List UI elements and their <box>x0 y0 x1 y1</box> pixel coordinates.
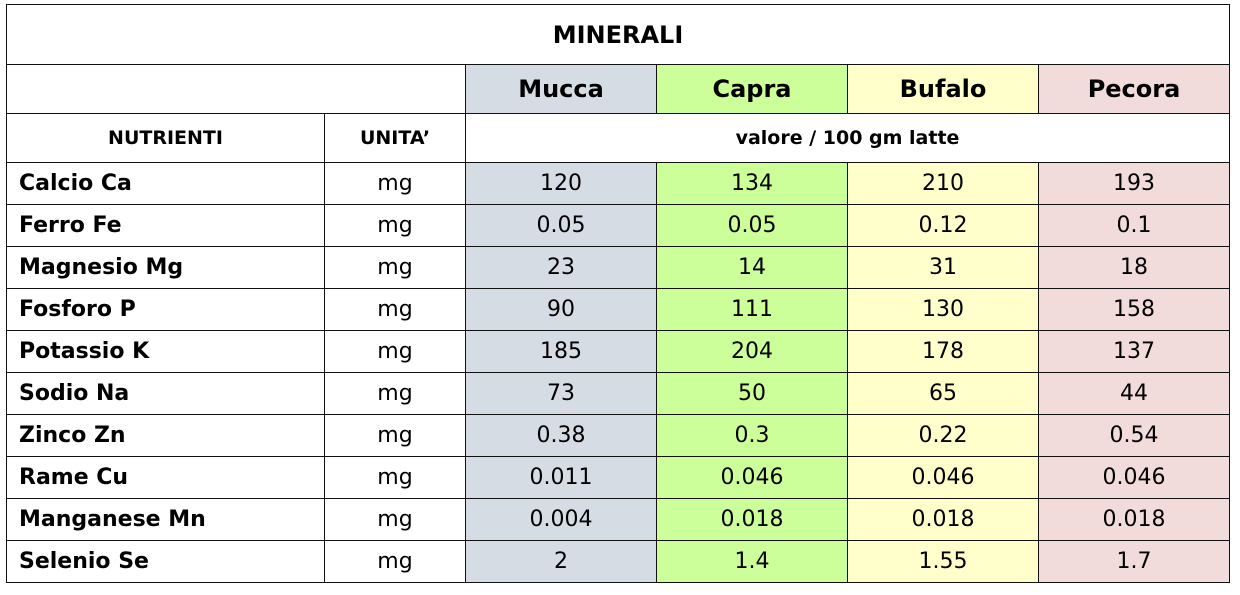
value-cell-capra: 50 <box>656 372 848 415</box>
value-cell-bufalo: 0.018 <box>847 498 1039 541</box>
value-cell-bufalo: 65 <box>847 372 1039 415</box>
table-row: Zinco Zn mg 0.38 0.3 0.22 0.54 <box>6 414 1230 457</box>
nutrient-name: Calcio Ca <box>6 162 325 205</box>
nutrient-name: Zinco Zn <box>6 414 325 457</box>
table-row: Rame Cu mg 0.011 0.046 0.046 0.046 <box>6 456 1230 499</box>
unit-cell: mg <box>324 498 466 541</box>
table-row: Ferro Fe mg 0.05 0.05 0.12 0.1 <box>6 204 1230 247</box>
unit-cell: mg <box>324 330 466 373</box>
value-cell-pecora: 0.1 <box>1038 204 1230 247</box>
header-bufalo: Bufalo <box>847 64 1039 114</box>
empty-header-cell <box>6 64 466 114</box>
unit-cell: mg <box>324 162 466 205</box>
value-cell-bufalo: 178 <box>847 330 1039 373</box>
value-cell-mucca: 0.05 <box>465 204 657 247</box>
unit-cell: mg <box>324 540 466 583</box>
label-header-row: NUTRIENTI UNITA’ valore / 100 gm latte <box>6 113 1230 163</box>
minerals-table: MINERALI Mucca Capra Bufalo Pecora NUTRI… <box>6 4 1230 583</box>
header-valore: valore / 100 gm latte <box>465 113 1230 163</box>
value-cell-mucca: 73 <box>465 372 657 415</box>
table-row: Manganese Mn mg 0.004 0.018 0.018 0.018 <box>6 498 1230 541</box>
value-cell-mucca: 0.011 <box>465 456 657 499</box>
nutrient-name: Magnesio Mg <box>6 246 325 289</box>
table-row: Selenio Se mg 2 1.4 1.55 1.7 <box>6 540 1230 583</box>
value-cell-mucca: 185 <box>465 330 657 373</box>
value-cell-pecora: 158 <box>1038 288 1230 331</box>
value-cell-pecora: 0.018 <box>1038 498 1230 541</box>
table-row: Calcio Ca mg 120 134 210 193 <box>6 162 1230 205</box>
value-cell-pecora: 193 <box>1038 162 1230 205</box>
unit-cell: mg <box>324 372 466 415</box>
title-row: MINERALI <box>6 4 1230 65</box>
nutrient-name: Fosforo P <box>6 288 325 331</box>
value-cell-capra: 14 <box>656 246 848 289</box>
data-body: Calcio Ca mg 120 134 210 193 Ferro Fe mg 0.05 0.0… <box>6 162 1230 583</box>
unit-cell: mg <box>324 456 466 499</box>
nutrient-name: Potassio K <box>6 330 325 373</box>
value-cell-capra: 0.046 <box>656 456 848 499</box>
minerals-table-container: MINERALI Mucca Capra Bufalo Pecora NUTRI… <box>6 4 1230 583</box>
value-cell-mucca: 2 <box>465 540 657 583</box>
value-cell-capra: 0.05 <box>656 204 848 247</box>
unit-cell: mg <box>324 204 466 247</box>
nutrient-name: Sodio Na <box>6 372 325 415</box>
value-cell-bufalo: 0.12 <box>847 204 1039 247</box>
table-row: Magnesio Mg mg 23 14 31 18 <box>6 246 1230 289</box>
value-cell-pecora: 0.046 <box>1038 456 1230 499</box>
header-capra: Capra <box>656 64 848 114</box>
nutrient-name: Selenio Se <box>6 540 325 583</box>
nutrient-name: Ferro Fe <box>6 204 325 247</box>
value-cell-pecora: 44 <box>1038 372 1230 415</box>
value-cell-capra: 0.018 <box>656 498 848 541</box>
table-title: MINERALI <box>6 4 1230 65</box>
value-cell-mucca: 120 <box>465 162 657 205</box>
value-cell-pecora: 1.7 <box>1038 540 1230 583</box>
value-cell-bufalo: 130 <box>847 288 1039 331</box>
nutrient-name: Manganese Mn <box>6 498 325 541</box>
header-pecora: Pecora <box>1038 64 1230 114</box>
value-cell-bufalo: 210 <box>847 162 1039 205</box>
value-cell-bufalo: 31 <box>847 246 1039 289</box>
value-cell-mucca: 0.004 <box>465 498 657 541</box>
value-cell-bufalo: 0.22 <box>847 414 1039 457</box>
header-unita: UNITA’ <box>324 113 466 163</box>
table-row: Sodio Na mg 73 50 65 44 <box>6 372 1230 415</box>
animal-header-row: Mucca Capra Bufalo Pecora <box>6 64 1230 114</box>
unit-cell: mg <box>324 246 466 289</box>
value-cell-mucca: 90 <box>465 288 657 331</box>
value-cell-capra: 0.3 <box>656 414 848 457</box>
header-mucca: Mucca <box>465 64 657 114</box>
unit-cell: mg <box>324 288 466 331</box>
value-cell-capra: 134 <box>656 162 848 205</box>
value-cell-bufalo: 1.55 <box>847 540 1039 583</box>
value-cell-pecora: 0.54 <box>1038 414 1230 457</box>
header-nutrienti: NUTRIENTI <box>6 113 325 163</box>
value-cell-capra: 1.4 <box>656 540 848 583</box>
value-cell-capra: 204 <box>656 330 848 373</box>
value-cell-mucca: 23 <box>465 246 657 289</box>
value-cell-bufalo: 0.046 <box>847 456 1039 499</box>
unit-cell: mg <box>324 414 466 457</box>
nutrient-name: Rame Cu <box>6 456 325 499</box>
value-cell-pecora: 137 <box>1038 330 1230 373</box>
value-cell-pecora: 18 <box>1038 246 1230 289</box>
value-cell-capra: 111 <box>656 288 848 331</box>
value-cell-mucca: 0.38 <box>465 414 657 457</box>
